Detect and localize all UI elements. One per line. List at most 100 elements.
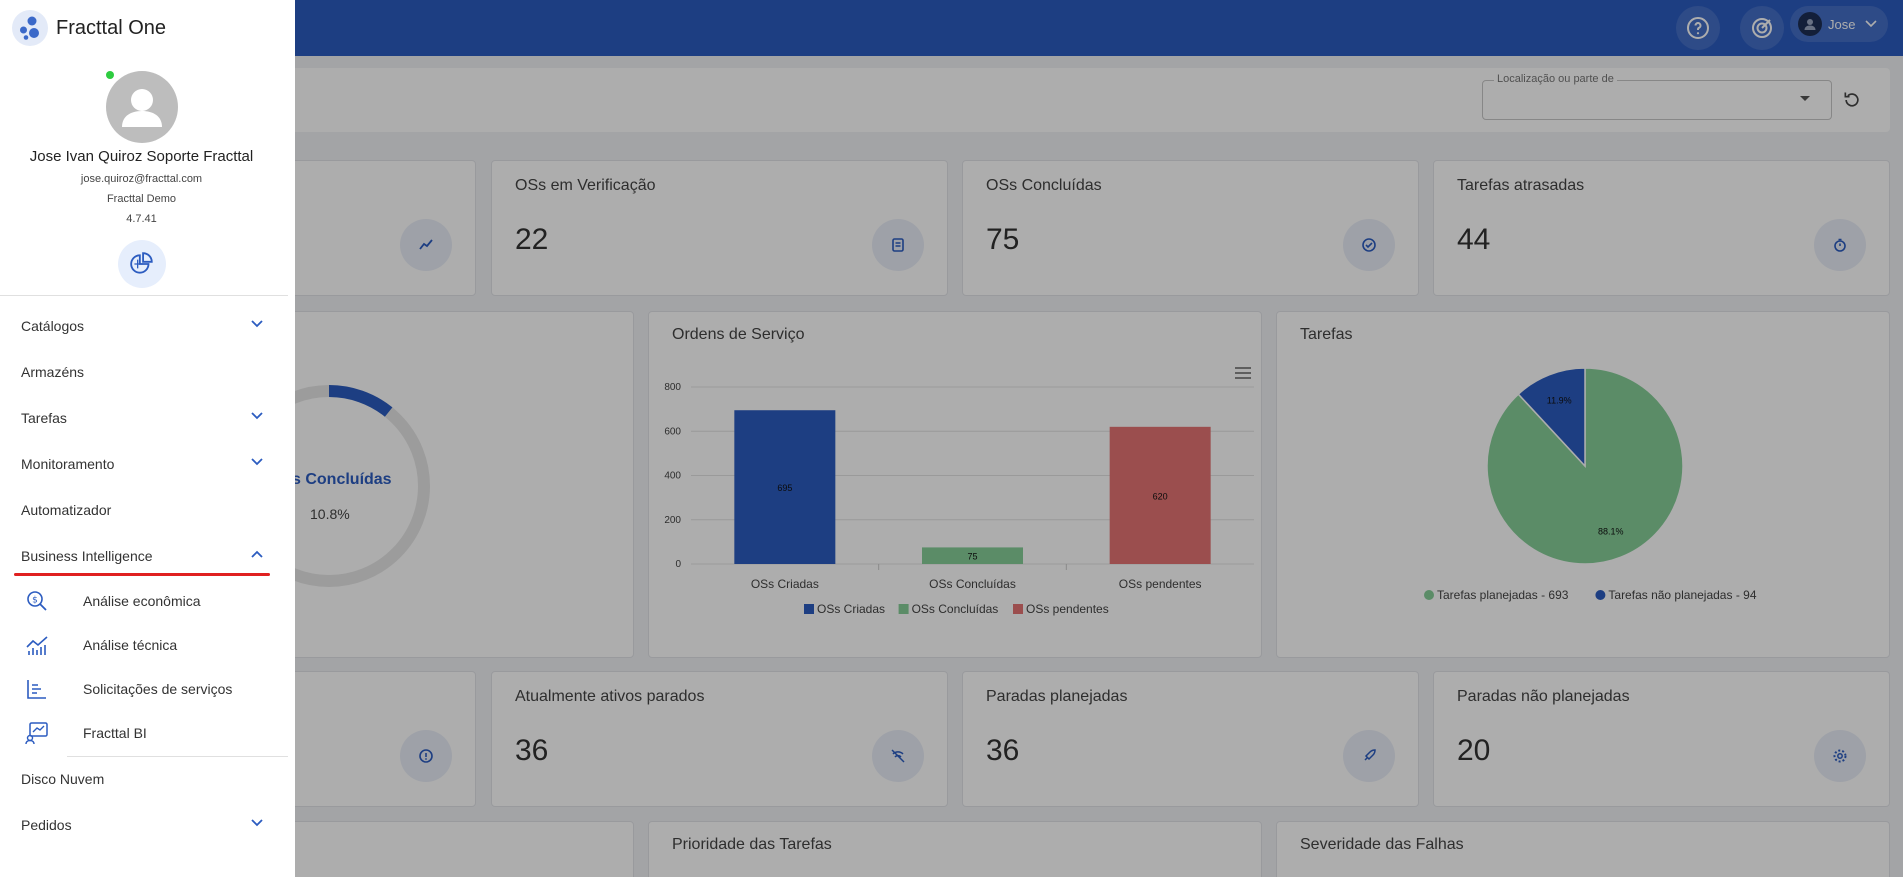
stat-value: 22 <box>515 223 549 256</box>
chart-menu-button[interactable] <box>1235 366 1251 384</box>
stat-card-late-tasks: Tarefas atrasadas 44 <box>1433 160 1890 296</box>
stat-badge <box>872 219 924 271</box>
stat-title: Atualmente ativos parados <box>515 688 705 705</box>
tasks-pie-chart: 88.1% 11.9% Tarefas planejadas - 693 Tarefa… <box>1424 367 1757 602</box>
annotation-underline <box>14 573 270 576</box>
dashboard-shortcut-button[interactable] <box>118 240 166 288</box>
signal-off-icon <box>891 749 905 763</box>
legend-swatch <box>1595 590 1606 600</box>
user-menu-button[interactable]: Jose <box>1790 6 1888 42</box>
legend-label[interactable]: Tarefas não planejadas - 94 <box>1608 588 1756 602</box>
legend-label[interactable]: OSs Concluídas <box>912 602 999 616</box>
x-tick-label: OSs Concluídas <box>929 577 1016 591</box>
stat-title: OSs em Verificação <box>515 177 656 194</box>
stat-badge <box>1343 219 1395 271</box>
chevron-down-icon <box>251 412 263 420</box>
submenu-item-label: Análise técnica <box>83 637 178 653</box>
severity-panel-title: Severidade das Falhas <box>1300 836 1464 853</box>
app-version: 4.7.41 <box>126 213 157 225</box>
menu-item-business-intelligence[interactable]: Business Intelligence <box>0 534 285 578</box>
menu-item-tarefas[interactable]: Tarefas <box>0 396 285 440</box>
svg-text:$: $ <box>32 596 38 606</box>
stat-badge <box>1814 219 1866 271</box>
submenu-item-analise-economica[interactable]: $ Análise econômica <box>0 579 285 623</box>
top-app-bar: Jose <box>0 0 1903 56</box>
chevron-up-icon <box>251 550 263 558</box>
profile-name: Jose Ivan Quiroz Soporte Fracttal <box>29 148 254 165</box>
legend-label[interactable]: Tarefas planejadas - 693 <box>1437 588 1569 602</box>
bar-value-label: 620 <box>1153 491 1168 501</box>
pie-slice[interactable] <box>1486 367 1684 565</box>
menu-item-label: Monitoramento <box>21 456 115 472</box>
menu-item-armazens[interactable]: Armazéns <box>0 350 285 394</box>
legend-label[interactable]: OSs Criadas <box>817 602 885 616</box>
stat-badge <box>1343 730 1395 782</box>
menu-item-label: Automatizador <box>21 502 112 518</box>
priority-panel-title: Prioridade das Tarefas <box>672 836 832 853</box>
chevron-down-icon <box>251 819 263 827</box>
stat-card-stopped-assets: Atualmente ativos parados 36 <box>491 671 948 807</box>
x-tick-label: OSs pendentes <box>1119 577 1202 591</box>
hamburger-icon <box>1235 367 1251 379</box>
submenu-item-fracttal-bi[interactable]: Fracttal BI <box>0 711 285 755</box>
help-icon <box>1687 17 1709 39</box>
legend-swatch <box>1013 604 1023 614</box>
location-select-label: Localização ou parte de <box>1494 73 1617 85</box>
legend-label[interactable]: OSs pendentes <box>1026 602 1109 616</box>
y-tick-label: 200 <box>664 515 681 526</box>
stat-title: Paradas não planejadas <box>1457 688 1630 705</box>
chart-line-icon <box>26 636 48 655</box>
menu-item-monitoramento[interactable]: Monitoramento <box>0 442 285 486</box>
pie-slice-label: 11.9% <box>1547 395 1572 405</box>
timer-icon <box>1834 238 1846 252</box>
orders-chart-panel: Ordens de Serviço 0 200 400 600 800 695 OSs Cr… <box>648 311 1262 658</box>
menu-item-disco-nuvem[interactable]: Disco Nuvem <box>0 757 285 801</box>
submenu-item-analise-tecnica[interactable]: Análise técnica <box>0 623 285 667</box>
app-name: Fracttal One <box>56 16 167 39</box>
chevron-down-icon <box>251 320 263 328</box>
stat-title: Tarefas atrasadas <box>1457 177 1585 194</box>
bar[interactable] <box>734 410 836 564</box>
menu-item-catalogos[interactable]: Catálogos <box>0 304 285 348</box>
user-chip-name: Jose <box>1828 16 1856 32</box>
pie-slice-label: 88.1% <box>1598 527 1624 537</box>
menu-item-label: Tarefas <box>21 410 67 426</box>
bar-value-label: 75 <box>967 552 977 562</box>
brand[interactable]: Fracttal One <box>12 10 166 46</box>
chevron-down-icon <box>1865 20 1878 28</box>
x-tick-label: OSs Criadas <box>751 577 819 591</box>
donut-arc <box>228 385 430 587</box>
reset-filter-button[interactable] <box>1834 82 1870 118</box>
menu-item-pedidos[interactable]: Pedidos <box>0 803 285 847</box>
priority-panel: Prioridade das Tarefas <box>648 821 1262 877</box>
stat-title: Paradas planejadas <box>986 688 1128 705</box>
stat-title: OSs Concluídas <box>986 177 1102 194</box>
fracttal-logo-icon <box>12 10 48 46</box>
goals-button[interactable] <box>1740 6 1784 50</box>
stat-card-verification: OSs em Verificação 22 <box>491 160 948 296</box>
help-button[interactable] <box>1676 6 1720 50</box>
pie-slice[interactable] <box>1517 367 1586 468</box>
navigation-drawer: Fracttal One Jose Ivan Quiroz Soporte Fr… <box>0 0 295 877</box>
menu-item-automatizador[interactable]: Automatizador <box>0 488 285 532</box>
stat-value: 75 <box>986 223 1020 256</box>
trend-up-icon <box>419 239 433 250</box>
menu-item-label: Business Intelligence <box>21 548 153 564</box>
stat-badge <box>400 219 452 271</box>
submenu-item-solicitacoes[interactable]: Solicitações de serviços <box>0 667 285 711</box>
bar-value-label: 695 <box>777 483 792 493</box>
refresh-icon <box>1844 92 1859 107</box>
location-select[interactable] <box>1482 80 1832 120</box>
bar[interactable] <box>922 547 1023 564</box>
tasks-chart-title: Tarefas <box>1300 326 1353 343</box>
bar[interactable] <box>1109 426 1211 564</box>
alert-circle-icon <box>419 749 433 763</box>
y-tick-label: 800 <box>664 382 681 393</box>
chevron-down-icon <box>251 458 263 466</box>
bar-list-icon <box>27 680 46 699</box>
profile-avatar[interactable] <box>106 71 178 143</box>
dropdown-arrow-icon[interactable] <box>1800 96 1810 101</box>
stat-value: 36 <box>515 734 549 767</box>
orders-chart-title: Ordens de Serviço <box>672 326 805 343</box>
